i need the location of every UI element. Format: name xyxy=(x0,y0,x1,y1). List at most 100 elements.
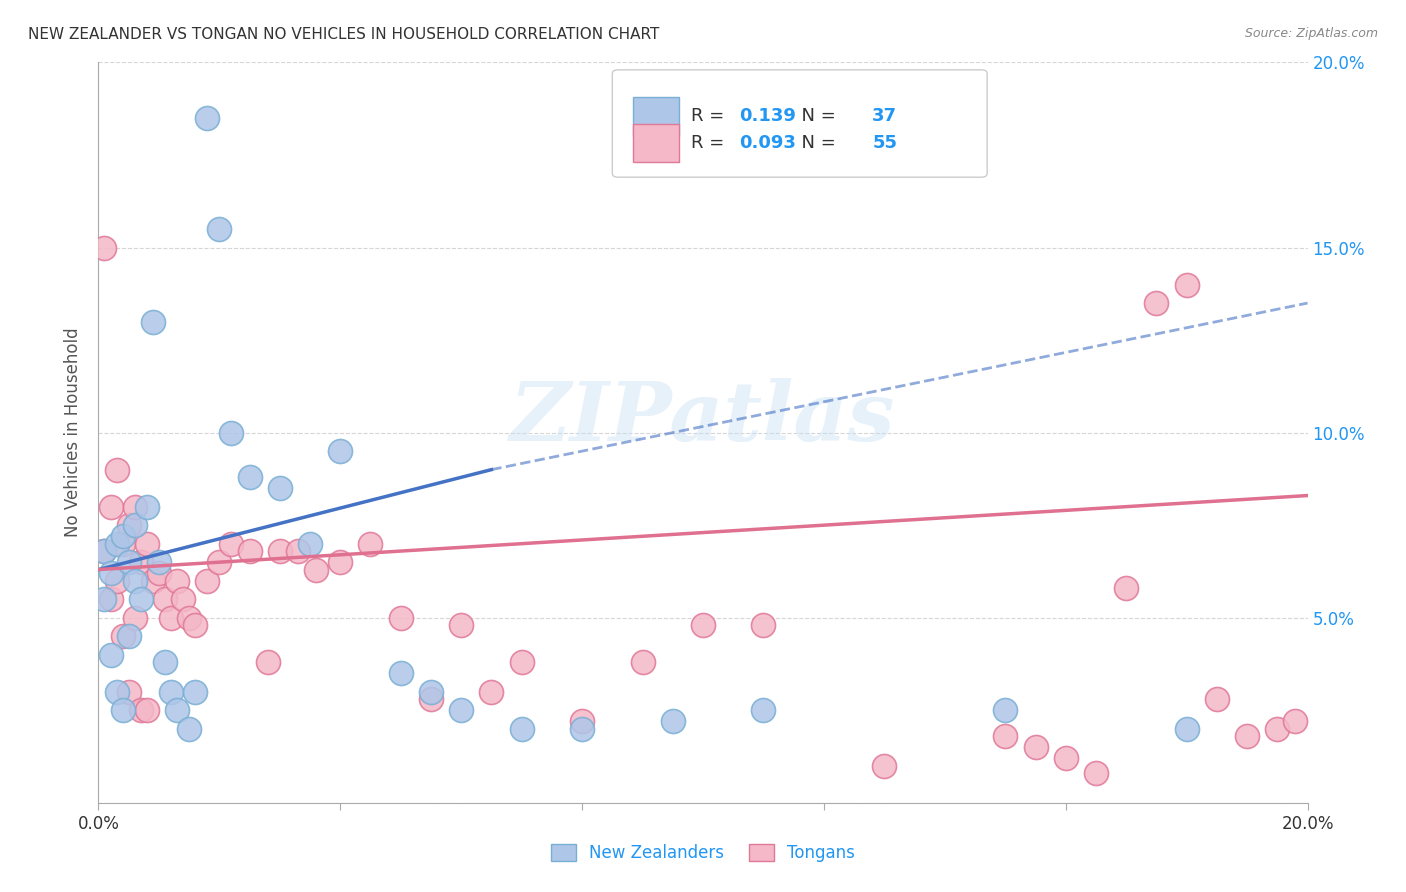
Point xyxy=(142,314,165,328)
Point xyxy=(450,618,472,632)
Point xyxy=(100,592,122,607)
Point xyxy=(118,518,141,533)
Point xyxy=(172,592,194,607)
Point xyxy=(1144,296,1167,310)
Point xyxy=(179,722,201,736)
Point xyxy=(93,544,115,558)
Text: NEW ZEALANDER VS TONGAN NO VEHICLES IN HOUSEHOLD CORRELATION CHART: NEW ZEALANDER VS TONGAN NO VEHICLES IN H… xyxy=(28,27,659,42)
Point xyxy=(111,703,134,717)
Point xyxy=(135,500,157,514)
Point xyxy=(124,610,146,624)
Point xyxy=(571,722,593,736)
Text: R =: R = xyxy=(690,134,730,153)
Point xyxy=(1085,766,1108,780)
Point xyxy=(752,703,775,717)
Point xyxy=(873,758,896,772)
Point xyxy=(1024,740,1046,755)
Point xyxy=(329,555,352,569)
Point xyxy=(153,592,176,607)
Point xyxy=(256,655,278,669)
Text: Source: ZipAtlas.com: Source: ZipAtlas.com xyxy=(1244,27,1378,40)
Point xyxy=(389,610,412,624)
Point xyxy=(118,629,141,643)
Point xyxy=(111,629,134,643)
Point xyxy=(481,685,503,699)
Point xyxy=(93,544,115,558)
FancyBboxPatch shape xyxy=(613,70,987,178)
Point xyxy=(93,240,115,255)
Point xyxy=(111,536,134,550)
Point xyxy=(239,544,262,558)
Point xyxy=(148,555,170,569)
Point xyxy=(1115,581,1137,595)
Point xyxy=(1054,751,1077,765)
Point xyxy=(179,610,201,624)
Point xyxy=(208,555,231,569)
Point xyxy=(124,518,146,533)
Point xyxy=(661,714,683,729)
Y-axis label: No Vehicles in Household: No Vehicles in Household xyxy=(65,327,83,538)
Point xyxy=(287,544,309,558)
Point xyxy=(105,462,128,476)
Point xyxy=(305,563,328,577)
Point xyxy=(994,703,1017,717)
Point xyxy=(160,685,183,699)
Point xyxy=(118,685,141,699)
Text: 55: 55 xyxy=(872,134,897,153)
Text: 0.139: 0.139 xyxy=(740,108,796,126)
Point xyxy=(994,729,1017,743)
Point xyxy=(510,655,533,669)
Point xyxy=(269,544,291,558)
Text: 0.093: 0.093 xyxy=(740,134,796,153)
Point xyxy=(420,692,443,706)
Point xyxy=(329,444,352,458)
Point xyxy=(160,610,183,624)
Point xyxy=(111,529,134,543)
Point xyxy=(692,618,714,632)
Text: ZIPatlas: ZIPatlas xyxy=(510,378,896,458)
Point xyxy=(389,666,412,681)
Point xyxy=(135,703,157,717)
Point xyxy=(129,592,152,607)
Point xyxy=(195,111,218,125)
Point xyxy=(1236,729,1258,743)
Point xyxy=(153,655,176,669)
Point xyxy=(105,685,128,699)
Point xyxy=(208,222,231,236)
Point xyxy=(105,536,128,550)
Point xyxy=(129,703,152,717)
Point xyxy=(1206,692,1229,706)
Point xyxy=(360,536,382,550)
Point xyxy=(1175,722,1198,736)
Point xyxy=(166,703,188,717)
FancyBboxPatch shape xyxy=(633,124,679,162)
Point xyxy=(100,500,122,514)
Point xyxy=(100,648,122,662)
Point xyxy=(450,703,472,717)
Point xyxy=(299,536,322,550)
Legend: New Zealanders, Tongans: New Zealanders, Tongans xyxy=(544,837,862,869)
Point xyxy=(1284,714,1306,729)
Point xyxy=(221,536,243,550)
FancyBboxPatch shape xyxy=(633,97,679,136)
Text: R =: R = xyxy=(690,108,730,126)
Point xyxy=(129,555,152,569)
Point xyxy=(631,655,654,669)
Point xyxy=(184,618,207,632)
Point xyxy=(118,555,141,569)
Point xyxy=(124,574,146,588)
Point xyxy=(105,574,128,588)
Point xyxy=(1175,277,1198,292)
Point xyxy=(269,481,291,495)
Text: 37: 37 xyxy=(872,108,897,126)
Text: N =: N = xyxy=(790,108,842,126)
Point xyxy=(571,714,593,729)
Point xyxy=(148,566,170,581)
Point xyxy=(184,685,207,699)
Point xyxy=(752,618,775,632)
Point xyxy=(124,500,146,514)
Point xyxy=(166,574,188,588)
Point xyxy=(1267,722,1289,736)
Point xyxy=(195,574,218,588)
Point xyxy=(93,592,115,607)
